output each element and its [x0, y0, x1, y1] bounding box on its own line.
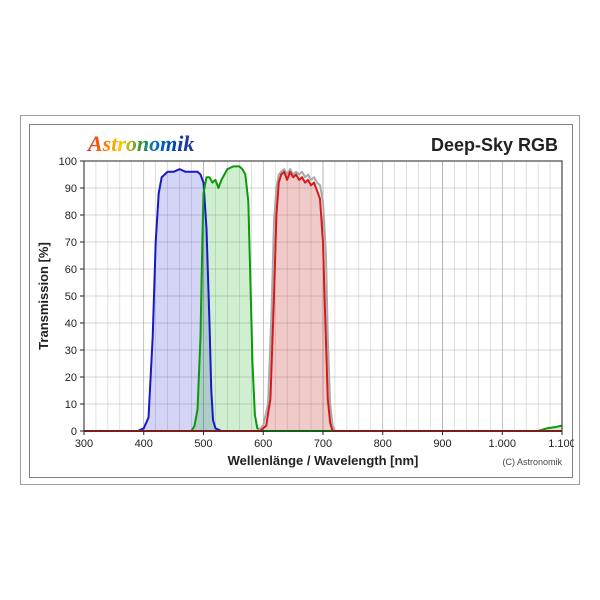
- y-tick-label: 20: [65, 372, 77, 384]
- x-tick-label: 900: [433, 438, 451, 450]
- chart-outer-frame: 0 10 20 30 40 50 60 70 80 90 100 300 400 500 600 700 800…: [20, 115, 580, 485]
- brand-logo: Astronomik: [86, 131, 194, 156]
- y-tick-label: 100: [59, 156, 77, 168]
- y-tick-label: 30: [65, 345, 77, 357]
- y-tick-label: 90: [65, 183, 77, 195]
- y-tick-label: 0: [71, 426, 77, 438]
- x-tick-label: 500: [194, 438, 212, 450]
- y-tick-label: 70: [65, 237, 77, 249]
- y-tick-label: 60: [65, 264, 77, 276]
- y-tick-label: 40: [65, 318, 77, 330]
- x-tick-label: 800: [374, 438, 392, 450]
- y-axis-label: Transmission [%]: [36, 242, 51, 350]
- x-axis-label: Wellenlänge / Wavelength [nm]: [228, 453, 419, 468]
- x-tick-label: 700: [314, 438, 332, 450]
- x-tick-label: 300: [75, 438, 93, 450]
- x-tick-label: 600: [254, 438, 272, 450]
- transmission-chart: 0 10 20 30 40 50 60 70 80 90 100 300 400 500 600 700 800…: [30, 125, 574, 479]
- copyright-text: (C) Astronomik: [502, 457, 562, 467]
- x-tick-label: 1.100: [548, 438, 574, 450]
- y-tick-label: 10: [65, 399, 77, 411]
- x-tick-label: 400: [135, 438, 153, 450]
- x-tick-label: 1.000: [488, 438, 516, 450]
- y-tick-label: 50: [65, 291, 77, 303]
- chart-inner-frame: 0 10 20 30 40 50 60 70 80 90 100 300 400 500 600 700 800…: [29, 124, 573, 478]
- chart-title: Deep-Sky RGB: [431, 135, 558, 155]
- y-tick-label: 80: [65, 210, 77, 222]
